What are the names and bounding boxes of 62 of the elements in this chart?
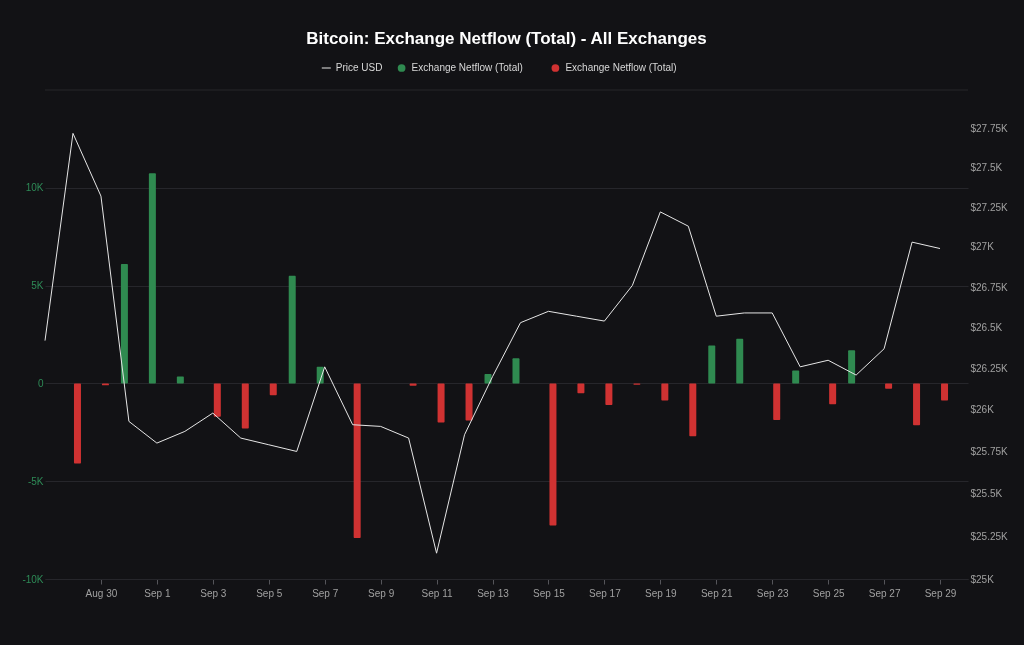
y2-tick-label: $26K	[970, 404, 995, 416]
bar	[773, 383, 781, 420]
bar	[848, 350, 856, 384]
bar	[829, 383, 837, 405]
bar	[792, 370, 800, 384]
y-tick-label: -5K	[27, 475, 44, 487]
bar	[269, 383, 277, 396]
legend-label: Exchange Netflow (Total)	[411, 62, 523, 73]
x-tick-label: Sep 7	[312, 587, 339, 599]
y2-tick-label: $26.75K	[970, 281, 1009, 293]
x-tick-label: Sep 29	[924, 587, 957, 599]
x-tick-label: Sep 1	[144, 587, 171, 599]
x-tick-label: Sep 25	[812, 587, 845, 599]
x-tick-label: Sep 11	[421, 587, 453, 599]
bar	[213, 383, 221, 417]
y-tick-label: -10K	[22, 573, 44, 585]
legend-label: Price USD	[335, 62, 383, 73]
bar	[512, 358, 520, 384]
x-tick-label: Sep 13	[477, 587, 510, 599]
x-tick-label: Sep 23	[756, 587, 789, 599]
x-tick-label: Aug 30	[85, 587, 118, 599]
bar	[73, 383, 81, 464]
x-tick-label: Sep 27	[868, 587, 901, 599]
y-tick-label: 10K	[25, 182, 44, 194]
x-tick-label: Sep 9	[368, 587, 395, 599]
bar	[241, 383, 249, 429]
bar	[465, 383, 473, 421]
y2-tick-label: $26.5K	[970, 322, 1003, 334]
bar	[689, 383, 697, 437]
y-tick-label: 5K	[31, 280, 44, 292]
x-tick-label: Sep 5	[256, 587, 283, 599]
bar	[437, 383, 445, 423]
y2-tick-label: $25K	[970, 573, 995, 585]
y2-tick-label: $27.25K	[970, 201, 1009, 213]
bar	[549, 383, 557, 526]
y2-tick-label: $27K	[970, 241, 995, 253]
bar	[120, 264, 128, 384]
bar	[148, 173, 156, 384]
line-series	[44, 132, 941, 554]
bar	[941, 383, 949, 401]
legend-label: Exchange Netflow (Total)	[565, 62, 677, 73]
bar	[736, 338, 744, 384]
y2-tick-label: $27.5K	[970, 162, 1003, 174]
y2-tick-label: $27.75K	[970, 123, 1009, 135]
bar	[577, 383, 585, 394]
bar	[288, 275, 296, 384]
y2-tick-label: $26.25K	[970, 362, 1009, 374]
x-tick-label: Sep 21	[700, 587, 734, 599]
bar	[353, 383, 361, 538]
y2-tick-label: $25.5K	[970, 488, 1003, 500]
x-tick-label: Sep 17	[589, 587, 622, 599]
x-tick-label: Sep 3	[200, 587, 227, 599]
chart-title: Bitcoin: Exchange Netflow (Total) - All Exchanges	[306, 29, 707, 48]
x-tick-label: Sep 19	[644, 587, 678, 599]
y-tick-label: 0	[37, 377, 44, 389]
x-tick-label: Sep 15	[533, 587, 566, 599]
y2-tick-label: $25.75K	[970, 445, 1009, 457]
bar	[708, 345, 716, 384]
bar	[605, 383, 613, 405]
bar	[661, 383, 669, 401]
bar	[913, 383, 921, 426]
y2-tick-label: $25.25K	[970, 530, 1009, 542]
